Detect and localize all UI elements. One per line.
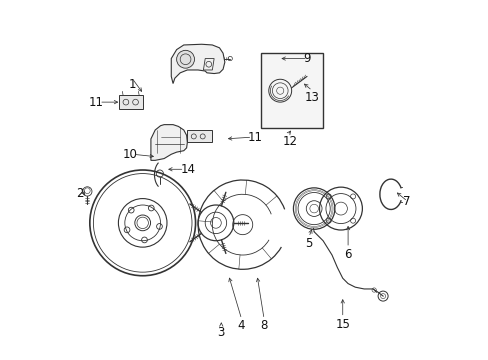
Text: 4: 4	[237, 319, 244, 332]
Text: 13: 13	[305, 91, 319, 104]
Text: 15: 15	[335, 318, 349, 330]
Polygon shape	[171, 44, 224, 84]
Text: 1: 1	[128, 78, 136, 91]
Text: 8: 8	[260, 319, 267, 332]
Text: 11: 11	[88, 96, 103, 109]
Text: 2: 2	[76, 187, 84, 200]
Polygon shape	[187, 130, 212, 143]
Text: 11: 11	[247, 131, 263, 144]
Polygon shape	[119, 95, 142, 109]
Circle shape	[176, 50, 194, 68]
Text: 12: 12	[283, 135, 298, 148]
Text: 7: 7	[403, 195, 410, 208]
Text: 3: 3	[217, 327, 224, 339]
Text: 14: 14	[180, 163, 195, 176]
Polygon shape	[203, 59, 214, 70]
Polygon shape	[151, 125, 187, 160]
Text: 10: 10	[122, 148, 137, 161]
Text: 6: 6	[344, 248, 351, 261]
Text: 5: 5	[305, 237, 312, 250]
Bar	[260, 53, 323, 128]
Text: 9: 9	[303, 52, 310, 65]
